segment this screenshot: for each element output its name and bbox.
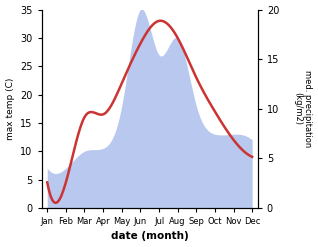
Y-axis label: med. precipitation
(kg/m2): med. precipitation (kg/m2) [293,70,313,147]
Y-axis label: max temp (C): max temp (C) [5,78,15,140]
X-axis label: date (month): date (month) [111,231,189,242]
